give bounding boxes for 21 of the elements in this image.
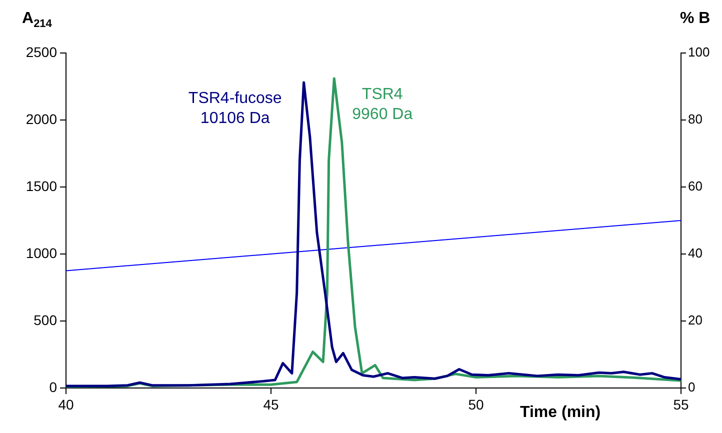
y-tick-label: 1500 bbox=[26, 178, 58, 194]
y-axis-title: A$_{214}$ bbox=[22, 10, 52, 30]
x-tick-label: 50 bbox=[468, 396, 484, 412]
y-tick-label: 2000 bbox=[26, 110, 58, 127]
x-tick-label: 40 bbox=[58, 396, 74, 412]
y-tick-label: 500 bbox=[34, 312, 58, 328]
y-tick-label: 0 bbox=[49, 378, 58, 395]
y2-tick-label: 60 bbox=[688, 178, 702, 194]
y2-tick-label: 20 bbox=[688, 312, 702, 328]
x-axis-title: Time (min) bbox=[520, 404, 601, 422]
y2-tick-label: 0 bbox=[688, 380, 696, 395]
series-label: TSR4 9960 Da bbox=[352, 86, 413, 123]
y-tick-label: 1000 bbox=[26, 244, 58, 261]
x-tick-label: 55 bbox=[673, 396, 689, 412]
y2-tick-label: 100 bbox=[688, 44, 710, 60]
x-tick-label: 45 bbox=[263, 396, 279, 412]
series-label: TSR4-fucose 10106 Da bbox=[188, 90, 282, 127]
y2-tick-label: 80 bbox=[688, 112, 702, 127]
y2-axis-title: % B bbox=[680, 10, 710, 28]
y-tick-label: 2500 bbox=[26, 44, 58, 60]
y2-tick-label: 40 bbox=[688, 246, 702, 261]
